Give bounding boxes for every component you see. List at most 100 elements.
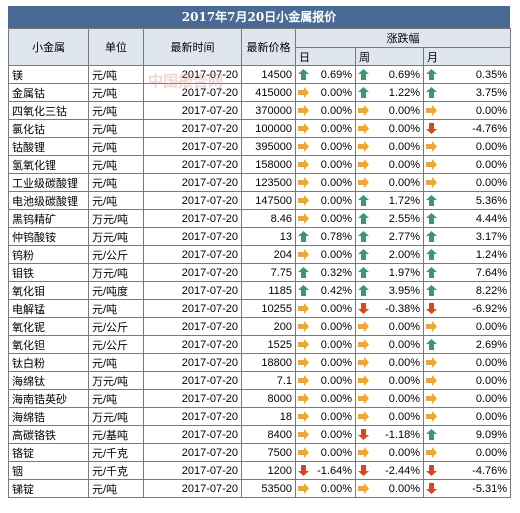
change-cell: 0.00% <box>295 479 356 498</box>
change-cell: 0.00% <box>422 389 512 408</box>
change-value: 0.32% <box>320 266 352 279</box>
trend-icon <box>426 339 437 350</box>
change-cell: 0.00% <box>422 101 512 120</box>
trend-icon <box>298 429 309 440</box>
date: 2017-07-20 <box>143 155 242 174</box>
trend-icon <box>426 213 437 224</box>
price: 158000 <box>241 155 296 174</box>
trend-icon <box>426 285 437 296</box>
price: 123500 <box>241 173 296 192</box>
change-value: 0.00% <box>388 374 420 387</box>
date: 2017-07-20 <box>143 443 242 462</box>
price: 18800 <box>241 353 296 372</box>
trend-icon <box>298 285 309 296</box>
unit: 元/吨度 <box>88 281 144 300</box>
change-value: 3.17% <box>475 230 508 243</box>
change-cell: 0.00% <box>295 443 356 462</box>
unit: 万元/吨 <box>88 227 144 246</box>
change-value: 0.00% <box>475 356 508 369</box>
table-title: 2017年7月20日小金属报价 <box>8 6 510 28</box>
data-row: 高碳铬铁 元/基吨 2017-07-20 8400 0.00% -1.18% 9.09% <box>8 425 512 444</box>
metal-name: 海南锆英砂 <box>8 389 89 408</box>
unit: 元/吨 <box>88 191 144 210</box>
change-value: 0.00% <box>320 392 352 405</box>
trend-icon <box>358 393 369 404</box>
change-value: 0.00% <box>320 428 352 441</box>
change-cell: 0.00% <box>422 443 512 462</box>
change-cell: -1.18% <box>355 425 424 444</box>
data-row: 氯化钴 元/吨 2017-07-20 100000 0.00% 0.00% -4.76% <box>8 119 512 138</box>
trend-icon <box>298 195 309 206</box>
metal-name: 氧化钽 <box>8 335 89 354</box>
unit: 万元/吨 <box>88 209 144 228</box>
price: 1200 <box>241 461 296 480</box>
trend-icon <box>358 375 369 386</box>
change-cell: 0.00% <box>422 371 512 390</box>
trend-icon <box>426 141 437 152</box>
change-cell: 0.00% <box>295 407 356 426</box>
change-value: 2.00% <box>388 248 420 261</box>
data-row: 电池级碳酸锂 元/吨 2017-07-20 147500 0.00% 1.72% 5.36% <box>8 191 512 210</box>
change-cell: 0.00% <box>295 371 356 390</box>
change-value: 0.00% <box>320 104 352 117</box>
data-row: 钛白粉 元/吨 2017-07-20 18800 0.00% 0.00% 0.00% <box>8 353 512 372</box>
price: 204 <box>241 245 296 264</box>
change-value: -4.76% <box>472 122 508 135</box>
date: 2017-07-20 <box>143 245 242 264</box>
date: 2017-07-20 <box>143 353 242 372</box>
change-cell: -2.44% <box>355 461 424 480</box>
data-row: 锑锭 元/吨 2017-07-20 53500 0.00% 0.00% -5.31% <box>8 479 512 498</box>
change-value: 0.00% <box>388 338 420 351</box>
change-cell: 0.00% <box>295 335 356 354</box>
price: 370000 <box>241 101 296 120</box>
change-value: -1.18% <box>385 428 420 441</box>
trend-icon <box>298 483 309 494</box>
trend-icon <box>298 375 309 386</box>
data-row: 黑钨精矿 万元/吨 2017-07-20 8.46 0.00% 2.55% 4.44% <box>8 209 512 228</box>
change-value: 1.22% <box>388 86 420 99</box>
change-value: 0.00% <box>475 158 508 171</box>
trend-icon <box>298 141 309 152</box>
change-cell: 0.69% <box>355 65 424 84</box>
change-value: 1.72% <box>388 194 420 207</box>
change-value: 0.00% <box>388 392 420 405</box>
trend-icon <box>358 429 369 440</box>
trend-icon <box>426 303 437 314</box>
metal-name: 镁 <box>8 65 89 84</box>
change-value: 0.42% <box>320 284 352 297</box>
metal-name: 黑钨精矿 <box>8 209 89 228</box>
change-cell: 0.32% <box>295 263 356 282</box>
price: 8.46 <box>241 209 296 228</box>
change-value: 9.09% <box>475 428 508 441</box>
change-value: 8.22% <box>475 284 508 297</box>
change-value: 0.00% <box>475 374 508 387</box>
change-value: 0.00% <box>475 176 508 189</box>
unit: 万元/吨 <box>88 263 144 282</box>
trend-icon <box>298 231 309 242</box>
change-value: 0.00% <box>320 482 352 495</box>
change-value: 0.00% <box>388 104 420 117</box>
price: 147500 <box>241 191 296 210</box>
change-cell: 1.24% <box>422 245 512 264</box>
change-cell: 2.55% <box>355 209 424 228</box>
trend-icon <box>426 105 437 116</box>
change-cell: 1.72% <box>355 191 424 210</box>
price: 7.75 <box>241 263 296 282</box>
price: 415000 <box>241 83 296 102</box>
change-cell: 0.00% <box>355 353 424 372</box>
metal-name: 钴酸锂 <box>8 137 89 156</box>
price: 200 <box>241 317 296 336</box>
change-cell: 0.00% <box>422 137 512 156</box>
trend-icon <box>426 69 437 80</box>
trend-icon <box>358 285 369 296</box>
trend-icon <box>358 87 369 98</box>
unit: 元/吨 <box>88 299 144 318</box>
metal-name: 四氧化三钴 <box>8 101 89 120</box>
trend-icon <box>298 465 309 476</box>
change-cell: 0.00% <box>295 425 356 444</box>
header-row: 小金属 单位 最新时间 最新价格 涨跌幅 <box>8 28 512 66</box>
change-value: 0.00% <box>320 338 352 351</box>
data-row: 电解锰 元/吨 2017-07-20 10255 0.00% -0.38% -6.92% <box>8 299 512 318</box>
change-value: 4.44% <box>475 212 508 225</box>
